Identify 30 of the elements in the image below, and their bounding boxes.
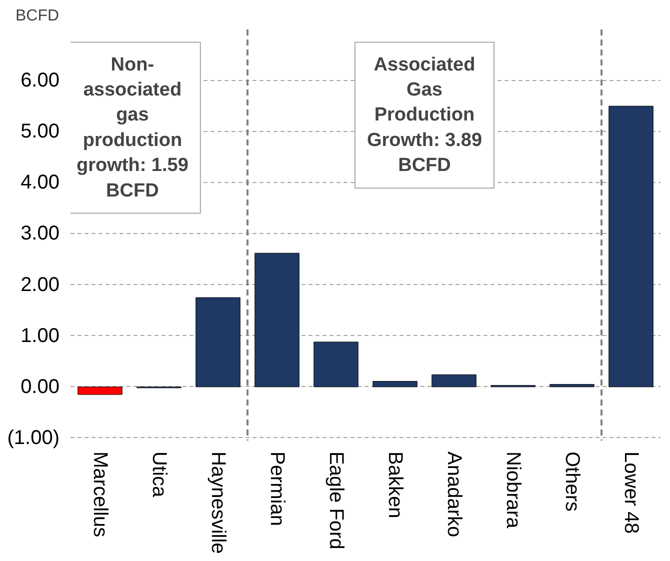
y-tick-label: (1.00) (7, 426, 60, 449)
x-tick-label: Utica (148, 452, 170, 498)
x-tick-label: Niobrara (502, 452, 524, 530)
bar (372, 381, 418, 388)
y-tick-label: 5.00 (20, 120, 60, 143)
bar (78, 386, 122, 395)
y-axis-title: BCFD (106, 180, 159, 202)
bar (550, 384, 594, 388)
bar (254, 252, 300, 388)
x-tick-label: Others (561, 452, 583, 512)
y-tick-label: 4.00 (20, 172, 60, 194)
x-tick-label: Permian (266, 452, 288, 526)
text: Non-associated gas production growth: 1.59 (76, 54, 188, 176)
bar (432, 374, 476, 388)
y-tick-label: 1.00 (20, 324, 60, 347)
y-tick-label: 6.00 (20, 70, 60, 92)
text: BCFD (16, 8, 60, 24)
x-tick-label: Bakken (384, 452, 406, 518)
x-tick-label: Lower 48 (620, 452, 642, 534)
annotation: Associated Gas Production Growth: 3.89 BCFD (366, 54, 482, 176)
y-tick-label: 0.00 (20, 376, 60, 398)
x-tick-label: Marcellus (89, 452, 111, 538)
x-tick-label: Anadarko (443, 452, 465, 538)
bar (196, 297, 240, 388)
x-tick-label: Eagle Ford (325, 452, 347, 550)
bar (314, 342, 358, 388)
y-tick-label: 3.00 (20, 222, 60, 245)
y-tick-label: 2.00 (20, 274, 60, 296)
bar (608, 106, 654, 388)
x-tick-label: Haynesville (207, 452, 229, 554)
